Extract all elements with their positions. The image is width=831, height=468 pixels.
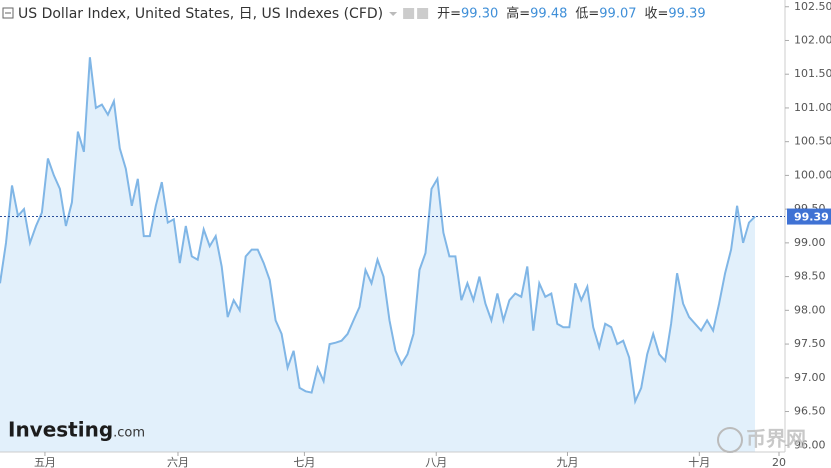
- y-tick-label: 96.00: [794, 438, 826, 451]
- y-tick-label: 98.50: [794, 270, 826, 283]
- ohlc-label: 高=: [506, 6, 530, 22]
- settings-icon: [417, 8, 429, 19]
- x-tick-label: 九月: [556, 456, 578, 468]
- y-tick-label: 100.50: [794, 135, 831, 148]
- collapse-icon[interactable]: [2, 7, 14, 19]
- x-tick-label: 六月: [167, 456, 189, 468]
- x-tick-label: 十月: [688, 455, 710, 468]
- ohlc-value: 99.30: [461, 7, 498, 22]
- chart-title: US Dollar Index, United States, 日, US In…: [18, 6, 383, 22]
- watermark-brand: Investing: [8, 418, 113, 442]
- y-tick-label: 101.00: [794, 101, 831, 114]
- watermark-logo: [717, 427, 743, 453]
- x-tick-label: 五月: [34, 456, 56, 468]
- ohlc-label: 开=: [437, 7, 461, 22]
- y-tick-label: 100.00: [794, 168, 831, 181]
- y-tick-label: 98.00: [794, 303, 826, 316]
- x-tick-label: 八月: [425, 456, 447, 468]
- settings-icon: [403, 8, 415, 19]
- ohlc-label: 收=: [645, 7, 669, 22]
- y-tick-label: 96.50: [794, 405, 826, 418]
- dropdown-caret: [389, 12, 398, 16]
- y-tick-label: 102.50: [794, 0, 831, 13]
- x-tick-label: 七月: [293, 456, 315, 468]
- last-price-label: 99.39: [794, 211, 829, 224]
- ohlc-value: 99.48: [530, 7, 567, 22]
- y-tick-label: 99.00: [794, 236, 826, 249]
- y-tick-label: 97.00: [794, 371, 826, 384]
- last-price-box: [787, 208, 831, 225]
- watermark-site: 币界网: [746, 427, 806, 451]
- ohlc-value: 99.07: [599, 7, 636, 22]
- ohlc-label: 低=: [575, 7, 599, 22]
- watermark-suffix: .com: [113, 426, 145, 441]
- y-tick-label: 102.00: [794, 33, 831, 46]
- y-tick-label: 101.50: [794, 67, 831, 80]
- price-line: [0, 57, 756, 406]
- ohlc-value: 99.39: [668, 7, 705, 22]
- area-fill: [0, 57, 756, 453]
- y-tick-label: 97.50: [794, 337, 826, 350]
- x-tick-label: 20: [772, 456, 786, 468]
